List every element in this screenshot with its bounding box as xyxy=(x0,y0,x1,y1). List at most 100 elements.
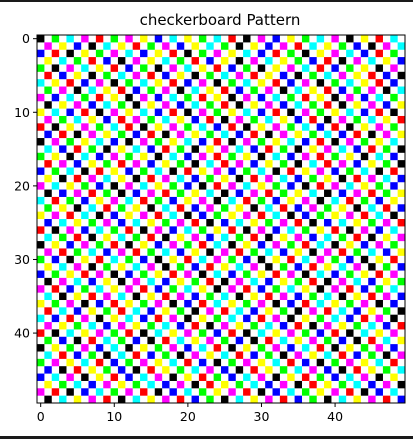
heatmap-cell xyxy=(73,86,82,94)
heatmap-cell xyxy=(184,211,192,220)
heatmap-cell xyxy=(125,79,133,87)
heatmap-cell xyxy=(324,42,332,50)
heatmap-cell xyxy=(140,299,148,308)
heatmap-cell xyxy=(390,49,398,58)
heatmap-cell xyxy=(169,329,177,337)
heatmap-cell xyxy=(169,49,177,58)
heatmap-cell xyxy=(397,395,406,404)
heatmap-cell xyxy=(198,108,207,117)
heatmap-cell xyxy=(37,299,45,308)
heatmap-cell xyxy=(309,322,317,330)
heatmap-cell xyxy=(147,101,155,109)
heatmap-cell xyxy=(95,123,104,131)
heatmap-cell xyxy=(257,270,266,278)
heatmap-cell xyxy=(353,219,361,227)
heatmap-cell xyxy=(169,152,177,161)
heatmap-cell xyxy=(73,57,82,65)
heatmap-cell xyxy=(265,204,273,212)
heatmap-cell xyxy=(162,307,170,315)
heatmap-cell xyxy=(81,152,89,161)
heatmap-cell xyxy=(73,174,82,183)
heatmap-cell xyxy=(88,160,96,168)
heatmap-cell xyxy=(324,115,332,124)
heatmap-cell xyxy=(316,329,325,337)
heatmap-cell xyxy=(250,57,258,65)
heatmap-cell xyxy=(184,182,192,190)
heatmap-cell xyxy=(191,395,199,404)
heatmap-cell xyxy=(132,86,141,94)
heatmap-cell xyxy=(360,152,369,161)
heatmap-cell xyxy=(301,35,310,43)
heatmap-cell xyxy=(140,35,148,43)
heatmap-cell xyxy=(360,344,369,352)
heatmap-cell xyxy=(309,42,317,50)
heatmap-cell xyxy=(103,233,111,242)
heatmap-cell xyxy=(235,57,244,65)
heatmap-cell xyxy=(375,123,383,131)
heatmap-cell xyxy=(375,93,383,102)
heatmap-cell xyxy=(66,196,74,205)
heatmap-cell xyxy=(287,285,295,293)
heatmap-cell xyxy=(382,263,391,271)
heatmap-cell xyxy=(88,42,96,50)
heatmap-cell xyxy=(346,285,354,293)
heatmap-cell xyxy=(257,299,266,308)
heatmap-cell xyxy=(95,182,104,190)
heatmap-cell xyxy=(66,211,74,220)
heatmap-cell xyxy=(176,189,185,197)
heatmap-cell xyxy=(368,42,376,50)
y-axis: 0 10 20 30 40 xyxy=(14,31,37,341)
heatmap-cell xyxy=(213,196,222,205)
heatmap-cell xyxy=(198,196,207,205)
heatmap-cell xyxy=(250,130,258,139)
heatmap-cell xyxy=(125,93,133,102)
heatmap-cell xyxy=(110,285,119,293)
heatmap-cell xyxy=(353,101,361,109)
heatmap-cell xyxy=(110,388,119,396)
heatmap-cell xyxy=(257,108,266,117)
heatmap-cell xyxy=(397,130,406,139)
heatmap-cell xyxy=(331,211,339,220)
heatmap-cell xyxy=(382,395,391,404)
heatmap-cell xyxy=(257,241,266,249)
heatmap-cell xyxy=(250,336,258,345)
heatmap-cell xyxy=(338,336,347,345)
heatmap-cell xyxy=(309,130,317,139)
heatmap-cell xyxy=(390,299,398,308)
heatmap-cell xyxy=(287,93,295,102)
heatmap-cell xyxy=(235,145,244,153)
heatmap-cell xyxy=(117,307,126,315)
heatmap-cell xyxy=(73,42,82,50)
heatmap-cell xyxy=(147,233,155,242)
heatmap-cell xyxy=(301,64,310,72)
heatmap-cell xyxy=(301,49,310,58)
heatmap-cell xyxy=(338,130,347,139)
heatmap-cell xyxy=(353,189,361,197)
heatmap-cell xyxy=(272,358,280,367)
heatmap-cell xyxy=(206,380,214,389)
heatmap-cell xyxy=(257,358,266,367)
heatmap-cell xyxy=(51,299,60,308)
heatmap-cell xyxy=(95,211,104,220)
heatmap-cell xyxy=(132,57,141,65)
heatmap-cell xyxy=(309,277,317,286)
heatmap-cell xyxy=(125,152,133,161)
heatmap-cell xyxy=(140,373,148,381)
heatmap-cell xyxy=(287,314,295,323)
heatmap-cell xyxy=(338,42,347,50)
heatmap-cell xyxy=(110,123,119,131)
heatmap-cell xyxy=(368,336,376,345)
heatmap-cell xyxy=(59,145,67,153)
heatmap-cell xyxy=(66,344,74,352)
heatmap-cell xyxy=(154,329,163,337)
heatmap-cell xyxy=(324,380,332,389)
heatmap-cell xyxy=(59,57,67,65)
heatmap-cell xyxy=(66,123,74,131)
heatmap-cell xyxy=(117,115,126,124)
heatmap-cell xyxy=(44,248,52,256)
heatmap-cell xyxy=(301,93,310,102)
heatmap-cell xyxy=(235,189,244,197)
heatmap-cell xyxy=(73,380,82,389)
heatmap-cell xyxy=(324,366,332,374)
heatmap-cell xyxy=(95,196,104,205)
